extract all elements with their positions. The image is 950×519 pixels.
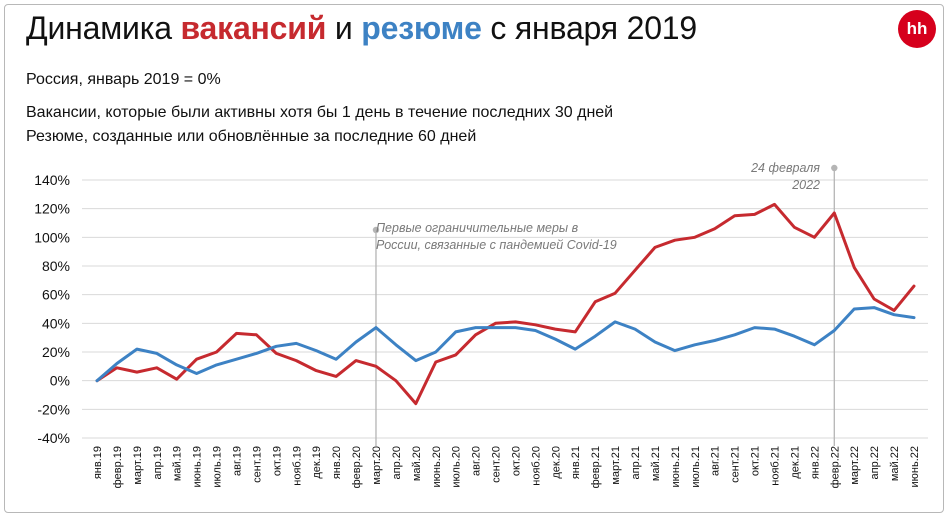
x-tick-label: февр.20	[351, 446, 363, 488]
x-tick-label: февр.21	[590, 446, 602, 488]
chart-subtitle: Россия, январь 2019 = 0%	[26, 71, 221, 88]
x-tick-label: февр.22	[829, 446, 841, 488]
x-tick-label: авг.20	[471, 446, 483, 476]
x-tick-label: апр.21	[630, 446, 642, 479]
y-tick-label: 40%	[42, 315, 70, 331]
x-tick-label: май.19	[172, 446, 184, 481]
x-tick-label: нояб.20	[530, 446, 542, 486]
x-tick-label: сент.21	[730, 446, 742, 483]
x-tick-label: апр.20	[391, 446, 403, 479]
event-marker-dot	[831, 164, 838, 172]
y-tick-label: -40%	[37, 430, 70, 446]
x-tick-label: янв.21	[570, 446, 582, 479]
legend-resumes: Резюме, созданные или обновлённые за пос…	[26, 128, 477, 145]
x-tick-label: март.21	[610, 446, 622, 485]
series-line-resumes	[95, 306, 916, 383]
x-tick-label: дек.21	[789, 446, 801, 479]
event-marker-dot	[372, 226, 380, 234]
x-tick-label: нояб.21	[770, 446, 782, 486]
x-tick-label: дек.20	[550, 446, 562, 479]
x-tick-label: июль.19	[212, 446, 224, 488]
x-tick-label: апр.22	[869, 446, 881, 479]
x-tick-label: дек.19	[311, 446, 323, 479]
title-vacancies: вакансий	[180, 10, 327, 46]
x-tick-label: февр.19	[112, 446, 124, 488]
y-tick-label: 60%	[42, 287, 70, 303]
y-tick-label: 140%	[34, 172, 70, 188]
y-tick-label: 80%	[42, 258, 70, 274]
x-tick-label: май.22	[889, 446, 901, 481]
x-tick-label: окт.21	[750, 446, 762, 476]
title-part-1: Динамика	[26, 10, 181, 46]
x-tick-label: июнь.21	[670, 446, 682, 488]
chart-frame	[4, 4, 944, 513]
x-tick-label: июнь.19	[192, 446, 204, 488]
x-tick-label: март.20	[371, 446, 383, 485]
x-tick-label: март.19	[132, 446, 144, 485]
annotation-covid: Первые ограничительные меры в России, св…	[376, 221, 617, 252]
x-tick-label: сент.20	[491, 446, 503, 483]
hh-logo: hh	[898, 10, 936, 48]
x-tick-label: окт.20	[510, 446, 522, 476]
x-tick-label: авг.21	[710, 446, 722, 476]
x-tick-label: июнь.20	[431, 446, 443, 488]
x-tick-label: апр.19	[152, 446, 164, 479]
x-tick-label: май.20	[411, 446, 423, 481]
legend: Вакансии, которые были активны хотя бы 1…	[26, 101, 666, 149]
x-tick-label: янв.22	[809, 446, 821, 479]
x-tick-label: июль.20	[451, 446, 463, 488]
title-part-3: и	[326, 10, 362, 46]
legend-vacancies: Вакансии, которые были активны хотя бы 1…	[26, 104, 614, 121]
chart-title: Динамика вакансий и резюме с января 2019	[26, 10, 697, 47]
title-resumes: резюме	[361, 10, 482, 46]
title-part-5: с января 2019	[481, 10, 697, 46]
x-tick-label: март.22	[849, 446, 861, 485]
y-tick-label: -20%	[37, 401, 70, 417]
y-tick-label: 100%	[34, 229, 70, 245]
x-tick-label: сент.19	[251, 446, 263, 483]
x-tick-label: янв.20	[331, 446, 343, 479]
x-tick-label: май.21	[650, 446, 662, 481]
x-tick-label: нояб.19	[291, 446, 303, 486]
x-tick-label: июнь.22	[909, 446, 921, 488]
annotation-feb-2022: 24 февраля 2022	[720, 160, 820, 194]
annotation-feb-year: 2022	[792, 178, 820, 192]
y-tick-label: 120%	[34, 201, 70, 217]
x-tick-label: янв.19	[92, 446, 104, 479]
y-tick-label: 0%	[50, 373, 70, 389]
series-line-vacancies	[95, 202, 916, 406]
y-tick-label: 20%	[42, 344, 70, 360]
x-tick-label: авг.19	[231, 446, 243, 476]
x-tick-label: июль.21	[690, 446, 702, 488]
annotation-feb-date: 24 февраля	[751, 161, 820, 175]
x-tick-label: окт.19	[271, 446, 283, 476]
